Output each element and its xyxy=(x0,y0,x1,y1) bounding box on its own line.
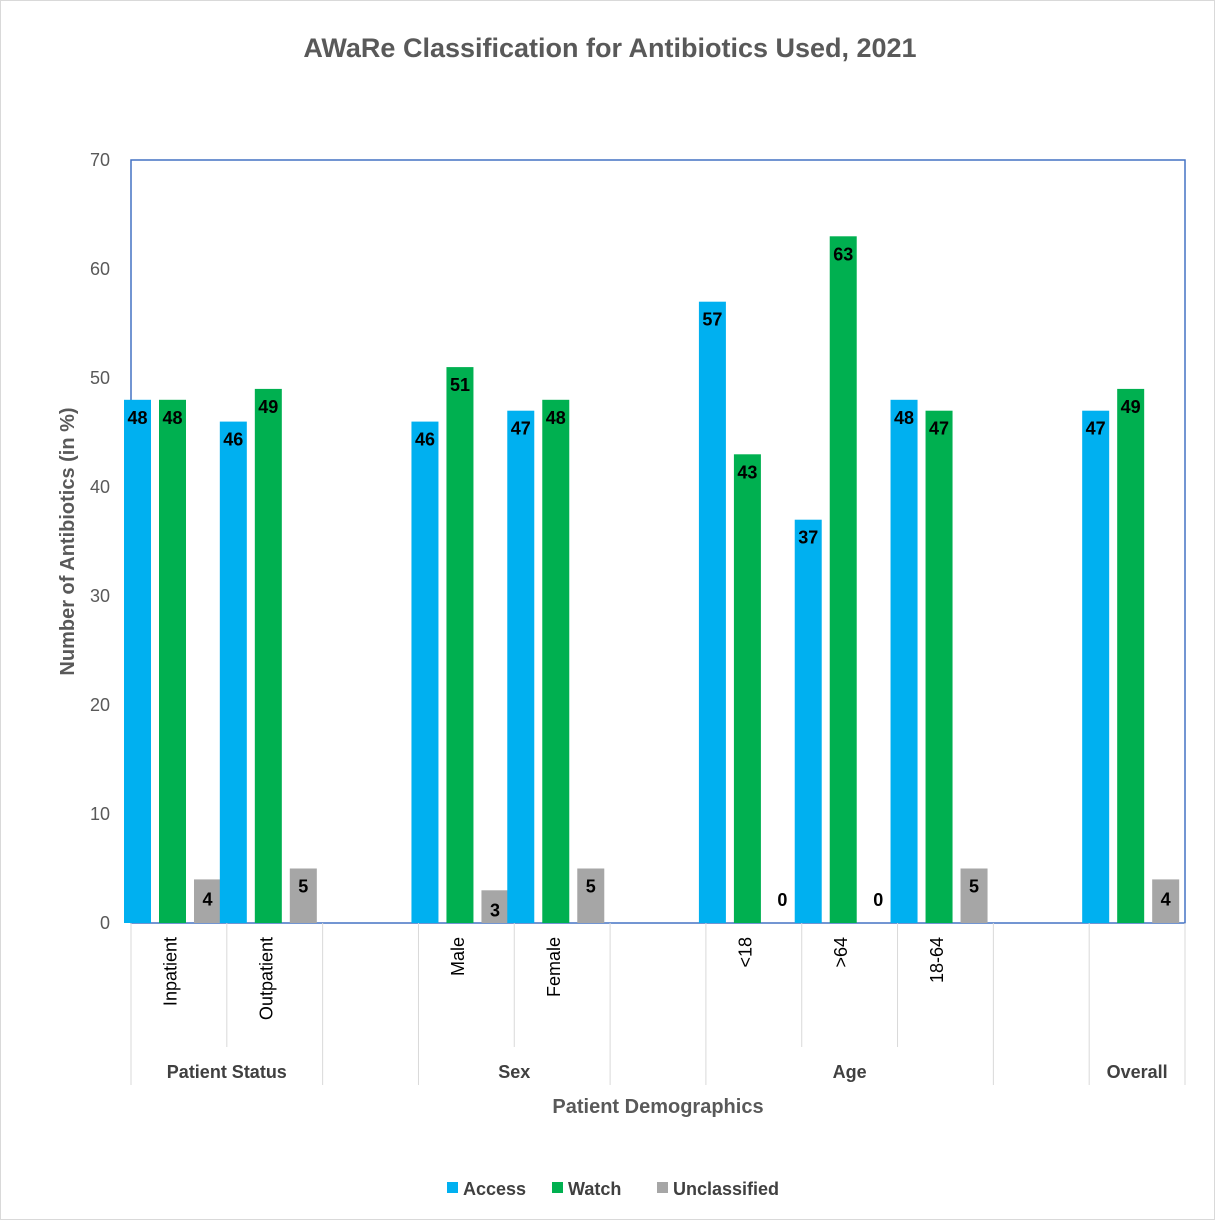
x-category-label: Inpatient xyxy=(161,937,181,1006)
group-label: Sex xyxy=(498,1062,530,1082)
data-label-unclassified: 5 xyxy=(298,877,308,897)
x-axis-title: Patient Demographics xyxy=(552,1096,763,1118)
bar-unclassified xyxy=(194,879,221,923)
plot-area-border xyxy=(130,159,1186,924)
y-axis-title: Number of Antibiotics (in %) xyxy=(57,407,79,675)
group-label: Overall xyxy=(1107,1062,1168,1082)
bar-watch xyxy=(829,236,857,924)
bar-unclassified xyxy=(481,890,509,923)
bars xyxy=(124,236,1180,924)
legend-swatch-watch xyxy=(552,1182,563,1193)
y-tick-label: 0 xyxy=(100,913,110,933)
bar-access xyxy=(1082,410,1110,923)
x-category-label: Outpatient xyxy=(256,937,276,1020)
bar-watch xyxy=(159,399,186,923)
bar-watch xyxy=(925,410,953,923)
bar-unclassified xyxy=(960,868,988,923)
data-label-watch: 48 xyxy=(546,408,566,428)
data-label-access: 47 xyxy=(511,419,531,439)
data-label-access: 48 xyxy=(894,408,914,428)
legend-swatch-unclassified xyxy=(657,1182,668,1193)
group-label: Patient Status xyxy=(167,1062,287,1082)
y-axis-ticks: 0 10 20 30 40 50 60 70 xyxy=(90,150,110,933)
data-label-watch: 47 xyxy=(929,419,949,439)
legend-label-watch: Watch xyxy=(568,1179,621,1199)
bar-unclassified xyxy=(1152,879,1180,923)
data-label-watch: 49 xyxy=(258,397,278,417)
legend-label-access: Access xyxy=(463,1179,526,1199)
x-category-label: 18-64 xyxy=(927,937,947,983)
x-category-label: Female xyxy=(544,937,564,997)
data-label-watch: 48 xyxy=(162,408,182,428)
data-label-unclassified: 4 xyxy=(1161,889,1171,909)
data-labels: 48 48 4 46 49 5 46 51 3 47 48 5 57 43 0 37 63 0 48 47 5 47 49 4 xyxy=(127,244,1170,920)
bar-access xyxy=(890,399,918,923)
data-label-unclassified: 5 xyxy=(586,877,596,897)
chart-title: AWaRe Classification for Antibiotics Use… xyxy=(303,33,916,63)
y-tick-label: 40 xyxy=(90,477,110,497)
bar-unclassified xyxy=(577,868,605,923)
bar-access xyxy=(698,301,726,923)
bar-access xyxy=(794,519,822,923)
data-label-access: 37 xyxy=(798,528,818,548)
x-category-label: <18 xyxy=(735,937,755,968)
y-tick-label: 20 xyxy=(90,695,110,715)
bar-watch xyxy=(733,454,761,923)
data-label-unclassified: 3 xyxy=(490,900,500,920)
bar-access xyxy=(219,421,247,923)
data-label-access: 46 xyxy=(223,430,243,450)
data-label-access: 46 xyxy=(415,430,435,450)
y-tick-label: 50 xyxy=(90,368,110,388)
legend-swatch-access xyxy=(447,1182,458,1193)
data-label-watch: 63 xyxy=(833,244,853,264)
legend-label-unclassified: Unclassified xyxy=(673,1179,779,1199)
data-label-unclassified: 0 xyxy=(873,890,883,910)
x-category-label: Male xyxy=(448,937,468,976)
data-label-access: 48 xyxy=(127,408,147,428)
bar-watch xyxy=(542,399,570,923)
bar-access xyxy=(507,410,535,923)
bar-unclassified xyxy=(289,868,317,923)
y-tick-label: 60 xyxy=(90,259,110,279)
data-label-unclassified: 4 xyxy=(202,889,212,909)
data-label-unclassified: 5 xyxy=(969,877,979,897)
data-label-watch: 51 xyxy=(450,375,470,395)
bar-access xyxy=(411,421,439,923)
y-tick-label: 70 xyxy=(90,150,110,170)
data-label-access: 47 xyxy=(1086,419,1106,439)
bar-watch xyxy=(1117,388,1145,923)
x-axis: Inpatient Outpatient Male Female <18 >64 18-64… xyxy=(130,923,1186,1085)
data-label-access: 57 xyxy=(702,310,722,330)
group-label: Age xyxy=(833,1062,867,1082)
legend: Access Watch Unclassified xyxy=(447,1179,779,1199)
x-category-label: >64 xyxy=(831,937,851,968)
bar-access xyxy=(124,399,151,923)
y-tick-label: 10 xyxy=(90,804,110,824)
data-label-unclassified: 0 xyxy=(777,890,787,910)
y-tick-label: 30 xyxy=(90,586,110,606)
bar-watch xyxy=(254,388,282,923)
bar-watch xyxy=(446,367,474,924)
data-label-watch: 43 xyxy=(737,462,757,482)
data-label-watch: 49 xyxy=(1121,397,1141,417)
